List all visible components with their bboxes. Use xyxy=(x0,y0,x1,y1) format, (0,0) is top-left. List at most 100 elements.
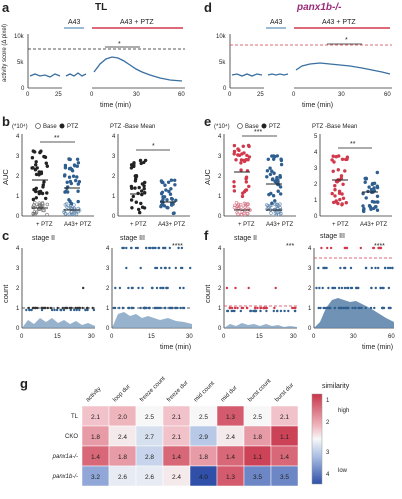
event-dot xyxy=(333,306,337,310)
data-point xyxy=(65,180,69,184)
heatmap-cell-value: 2.1 xyxy=(91,414,100,421)
event-dot xyxy=(134,246,138,250)
event-dot xyxy=(118,306,121,310)
data-point xyxy=(168,192,173,196)
data-point xyxy=(239,168,243,172)
ytick: 10k xyxy=(216,34,227,40)
panel-letter-c: c xyxy=(2,228,10,243)
data-point xyxy=(340,192,344,196)
event-dot xyxy=(75,308,78,312)
data-point xyxy=(39,171,44,176)
data-point xyxy=(232,152,236,156)
event-dot xyxy=(369,306,373,310)
data-point xyxy=(330,191,334,196)
data-point xyxy=(75,175,79,179)
event-dot xyxy=(360,306,363,310)
ylabel: AUC xyxy=(1,169,10,185)
data-point xyxy=(67,175,72,179)
data-point xyxy=(142,160,146,165)
colorbar-tick: 2 xyxy=(326,420,330,426)
xtick: 0 xyxy=(222,334,226,340)
data-point xyxy=(34,196,38,200)
data-point xyxy=(33,167,38,172)
heatmap-row-label: CKO xyxy=(65,434,78,440)
event-dot xyxy=(254,309,257,313)
data-point xyxy=(361,191,365,196)
title-right: PTZ -Base Mean xyxy=(110,124,155,130)
event-dot xyxy=(143,306,146,310)
ytick: 2 xyxy=(218,174,222,180)
event-dot xyxy=(92,308,96,312)
data-point xyxy=(134,177,138,181)
data-point xyxy=(161,180,165,185)
data-point xyxy=(164,188,168,192)
ylabel: count xyxy=(203,284,212,303)
heatmap-row-label: TL xyxy=(71,414,79,420)
event-dot xyxy=(226,309,229,313)
event-dot xyxy=(131,306,135,310)
event-dot xyxy=(319,306,322,310)
ytick: 4 xyxy=(218,246,222,252)
event-dot xyxy=(125,246,128,250)
heatmap-cell-value: 2.6 xyxy=(118,474,127,481)
data-point xyxy=(43,196,48,201)
data-point xyxy=(33,163,38,167)
data-point xyxy=(240,212,244,217)
event-dot xyxy=(349,266,353,270)
event-dot xyxy=(179,306,182,310)
xtick: 0 xyxy=(110,334,114,340)
data-point xyxy=(345,157,349,161)
event-dot xyxy=(347,306,350,310)
sig-right: * xyxy=(152,143,155,150)
event-dot xyxy=(155,286,159,290)
panel-letter-b: b xyxy=(2,114,10,129)
heatmap-cell-value: 1.8 xyxy=(253,434,262,441)
event-dot xyxy=(349,286,353,290)
data-point xyxy=(142,184,146,188)
colorbar-low: low xyxy=(338,468,348,474)
event-dot xyxy=(249,309,252,313)
event-dot xyxy=(168,266,171,270)
ytick: 4 xyxy=(308,246,312,252)
data-point xyxy=(76,189,80,193)
data-point xyxy=(232,189,237,193)
event-dot xyxy=(179,266,183,270)
data-point xyxy=(40,191,45,196)
data-point xyxy=(333,194,337,198)
event-dot xyxy=(253,306,257,310)
data-point xyxy=(247,144,251,149)
heatmap-column-label: loop dur xyxy=(112,384,132,404)
data-point xyxy=(340,157,345,161)
ytick: 3 xyxy=(106,266,110,272)
data-point xyxy=(42,155,47,159)
data-point xyxy=(64,212,68,216)
heatmap-cell-value: 1.3 xyxy=(226,474,235,481)
event-dot xyxy=(121,306,125,310)
event-dot xyxy=(240,306,243,310)
data-point xyxy=(232,184,236,189)
data-point xyxy=(64,189,68,194)
event-dot xyxy=(357,286,360,290)
ytick: 0 xyxy=(106,326,110,332)
xtick: 0 xyxy=(228,92,232,98)
event-dot xyxy=(178,286,182,290)
data-point xyxy=(368,205,373,209)
data-point xyxy=(71,174,76,178)
event-dot xyxy=(157,246,160,250)
event-dot xyxy=(154,266,157,270)
xtick: 15 xyxy=(148,334,155,340)
ytick: 0 xyxy=(218,214,222,220)
event-dot xyxy=(233,306,237,310)
event-dot xyxy=(370,286,373,290)
data-point xyxy=(239,205,244,209)
data-point xyxy=(271,154,276,158)
event-dot xyxy=(236,306,239,310)
legend-ptz: PTZ xyxy=(67,124,79,130)
data-point xyxy=(245,153,249,158)
data-point xyxy=(65,205,69,210)
event-dot xyxy=(177,246,180,250)
data-point xyxy=(240,191,245,195)
event-dot xyxy=(60,308,63,312)
data-point xyxy=(266,157,271,161)
data-point xyxy=(244,180,248,184)
